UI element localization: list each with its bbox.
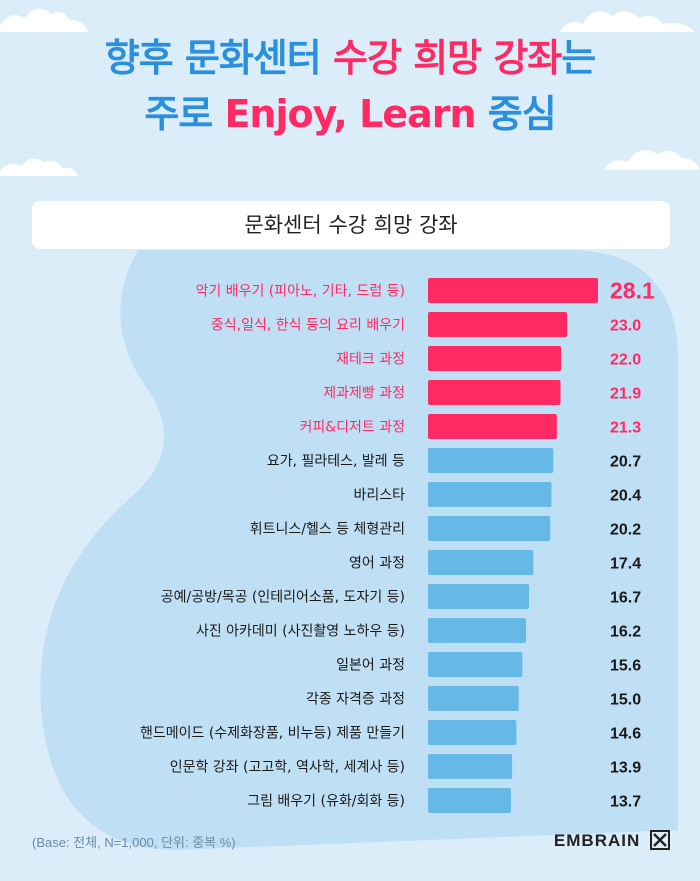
bar	[428, 652, 523, 677]
value-label: 15.0	[610, 692, 641, 709]
category-label: 인문학 강좌 (고고학, 역사학, 세계사 등)	[170, 760, 405, 776]
value-label: 20.4	[610, 488, 641, 505]
cloud-mid-left	[0, 158, 78, 176]
category-label: 각종 자격증 과정	[306, 692, 405, 708]
bar	[428, 380, 561, 405]
category-label: 요가, 필라테스, 발레 등	[267, 454, 405, 470]
brand-name: EMBRAIN	[553, 831, 641, 850]
value-label: 13.7	[610, 794, 641, 811]
category-label: 제과제빵 과정	[323, 386, 405, 402]
bar	[428, 584, 530, 609]
value-label: 21.9	[610, 386, 641, 403]
bar	[428, 278, 598, 303]
category-label: 사진 아카데미 (사진촬영 노하우 등)	[196, 624, 405, 640]
bar	[428, 482, 552, 507]
value-label: 28.1	[610, 278, 655, 304]
chart-subtitle: 문화센터 수강 희망 강좌	[32, 201, 670, 249]
page-title: 향후 문화센터 수강 희망 강좌는 주로 Enjoy, Learn 중심	[0, 30, 700, 142]
bar	[428, 618, 527, 643]
value-label: 17.4	[610, 556, 641, 573]
bar	[428, 346, 562, 371]
bar	[428, 312, 568, 337]
bar-chart: 악기 배우기 (피아노, 기타, 드럼 등) 28.1 중식,일식, 한식 등의 요…	[140, 278, 655, 813]
value-label: 20.7	[610, 454, 641, 471]
value-label: 14.6	[610, 726, 641, 743]
bar	[428, 516, 551, 541]
cloud-top-left	[0, 8, 88, 32]
title-line-2: 주로 Enjoy, Learn 중심	[144, 92, 556, 136]
bar	[428, 720, 517, 745]
brand-logo: EMBRAIN	[554, 830, 670, 851]
category-label: 바리스타	[353, 488, 405, 504]
category-label: 핸드메이드 (수제화장품, 비누등) 제품 만들기	[140, 726, 405, 742]
value-label: 20.2	[610, 522, 641, 539]
category-label: 커피&디저트 과정	[299, 420, 405, 436]
category-label: 그림 배우기 (유화/회화 등)	[247, 794, 405, 810]
cloud-mid-right	[604, 150, 699, 170]
category-label: 일본어 과정	[336, 658, 405, 674]
category-label: 악기 배우기 (피아노, 기타, 드럼 등)	[195, 284, 405, 300]
category-label: 중식,일식, 한식 등의 요리 배우기	[211, 318, 405, 334]
bar	[428, 550, 534, 575]
bar	[428, 414, 557, 439]
bar	[428, 686, 519, 711]
value-label: 23.0	[610, 318, 641, 335]
value-label: 16.2	[610, 624, 641, 641]
category-label: 공예/공방/목공 (인테리어소품, 도자기 등)	[161, 590, 405, 606]
bar	[428, 788, 511, 813]
category-label: 휘트니스/헬스 등 체형관리	[250, 522, 405, 538]
category-label: 영어 과정	[349, 556, 405, 572]
value-label: 16.7	[610, 590, 641, 607]
bar	[428, 448, 554, 473]
value-label: 15.6	[610, 658, 641, 675]
value-label: 21.3	[610, 420, 641, 437]
title-line-1: 향후 문화센터 수강 희망 강좌는	[104, 36, 596, 80]
bar	[428, 754, 513, 779]
footnote: (Base: 전체, N=1,000, 단위: 중복 %)	[32, 835, 236, 850]
value-label: 22.0	[610, 352, 641, 369]
category-label: 재테크 과정	[336, 352, 405, 368]
embrain-logo-icon	[650, 830, 670, 850]
cloud-top-right	[560, 11, 695, 32]
value-label: 13.9	[610, 760, 641, 777]
